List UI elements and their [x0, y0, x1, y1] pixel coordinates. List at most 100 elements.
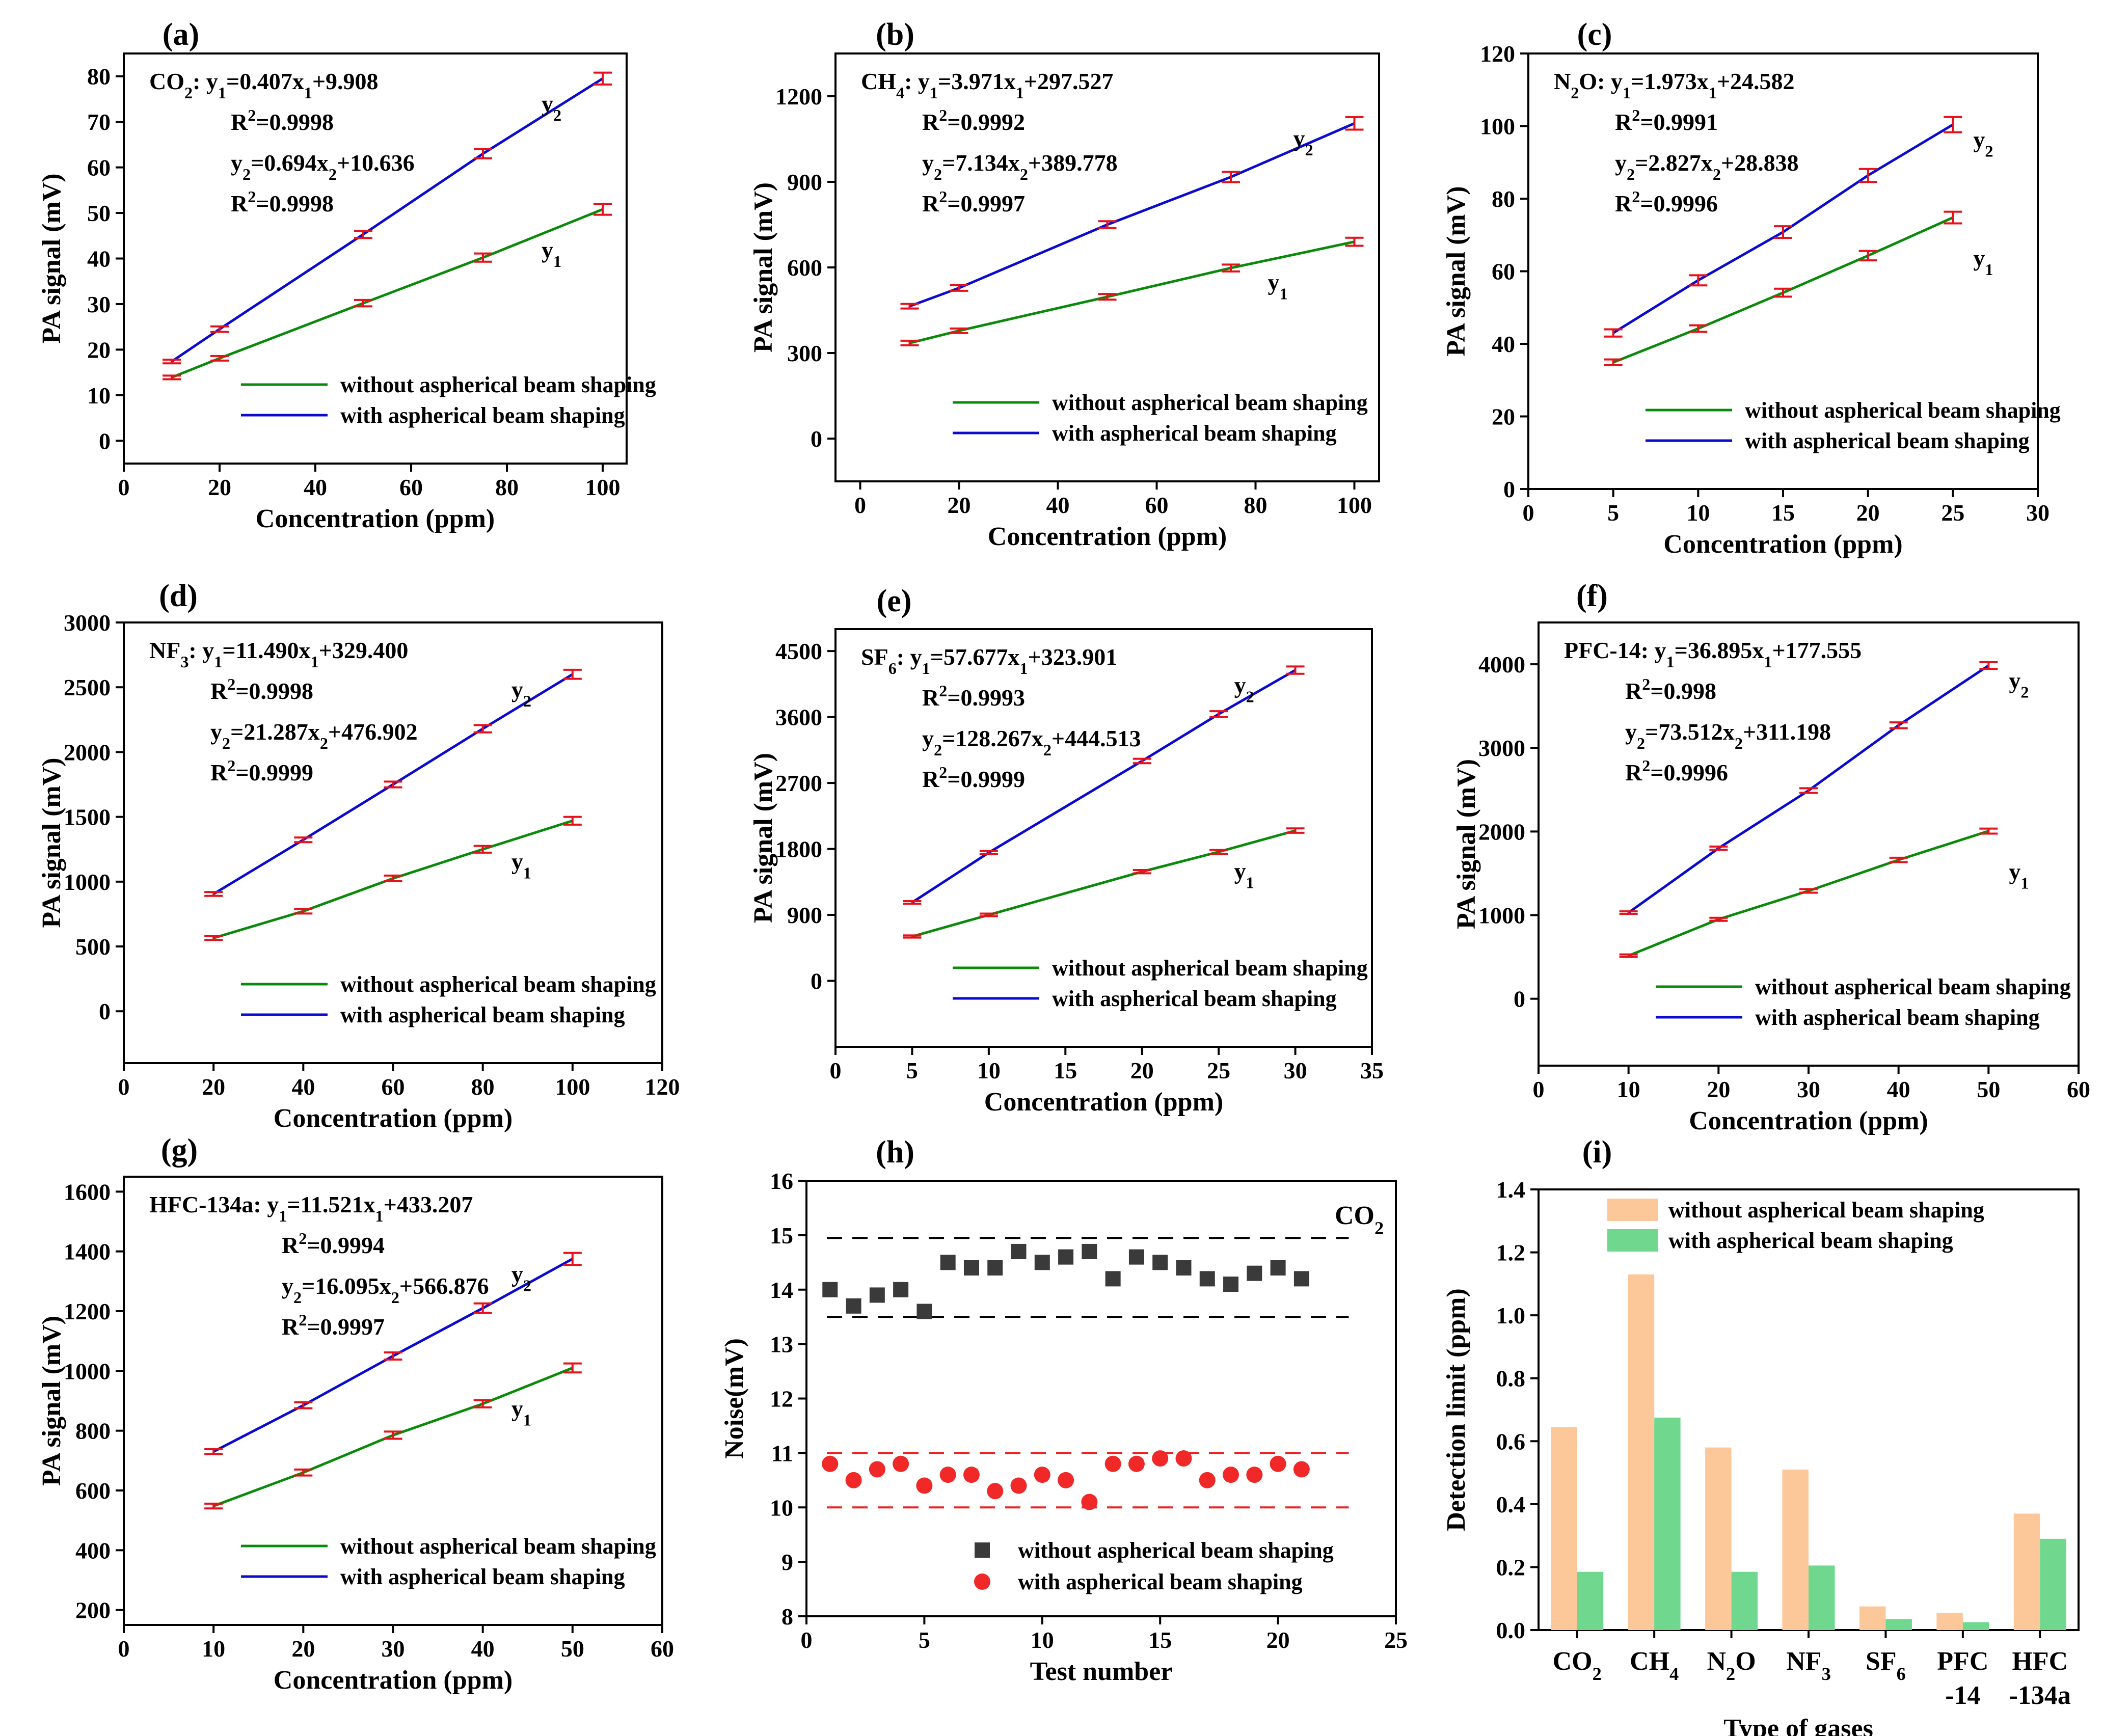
plot-frame-d: [123, 621, 663, 1064]
eq-sub: 1: [930, 84, 938, 102]
eq-sub: 1: [218, 84, 226, 102]
eq-sub: 2: [934, 165, 942, 183]
error-bar: [354, 229, 372, 239]
equation-line: R2=0.9999: [210, 756, 313, 785]
r-squared-value: =0.9991: [1640, 109, 1718, 135]
x-tick-label: 20: [208, 474, 231, 500]
r-squared-value: =0.9999: [947, 766, 1025, 792]
eq-text: =1.973x: [1631, 68, 1709, 94]
legend-label-with: with aspherical beam shaping: [1745, 428, 2030, 453]
series-tag-sub: 2: [1305, 141, 1313, 159]
error-bar: [204, 891, 223, 897]
error-bar: [563, 1362, 582, 1374]
y-tick-label: 4000: [1478, 652, 1525, 677]
error-bar: [1345, 116, 1364, 131]
x-tick-label: 60: [651, 1636, 674, 1662]
legend-label-with: with aspherical beam shaping: [1018, 1569, 1303, 1594]
category-main: HFC: [2012, 1647, 2068, 1676]
y-tick-label: 15: [770, 1223, 793, 1249]
legend-label-without: without aspherical beam shaping: [1052, 390, 1368, 415]
y-tick-label: 2700: [775, 770, 822, 796]
error-bar: [1619, 910, 1638, 915]
error-bar: [294, 1468, 313, 1477]
x-tick-label: 20: [1707, 1076, 1730, 1102]
bar-with: [1885, 1619, 1912, 1630]
y-tick-label: 16: [770, 1168, 793, 1194]
r-squared-base: R: [922, 191, 939, 216]
error-bar: [163, 374, 181, 381]
series-tag-y1: y1: [1973, 245, 1993, 279]
y-axis-label: PA signal (mV): [1442, 186, 1471, 356]
series-tag-y1: y1: [1234, 858, 1254, 892]
error-bar: [210, 325, 229, 333]
category-sub: 2: [1593, 1664, 1602, 1684]
eq-text: =57.677x: [930, 644, 1020, 670]
x-tick-label: 20: [1266, 1627, 1290, 1653]
scatter-point-without: [940, 1255, 956, 1270]
eq-text: : y: [904, 68, 930, 94]
eq-text: y: [231, 150, 242, 176]
plot-frame-c: [1527, 52, 2039, 490]
r-squared-base: R: [1625, 678, 1642, 704]
legend-label-without: without aspherical beam shaping: [340, 1534, 656, 1559]
series-tag-y1: y1: [511, 848, 531, 882]
x-tick-label: 40: [291, 1074, 315, 1100]
equation-line: R2=0.9993: [922, 682, 1025, 711]
error-bar: [474, 148, 492, 159]
scatter-point-without: [1176, 1260, 1192, 1276]
equation-line: y2=21.287x2+476.902: [210, 719, 418, 752]
panel-label-d: (d): [159, 579, 198, 613]
series-tag-sub: 2: [1985, 142, 1993, 160]
y-tick-label: 2000: [1478, 819, 1525, 845]
eq-text: : y: [193, 68, 218, 94]
y-tick-label: 0.6: [1496, 1428, 1526, 1454]
panel-h: (h) 0 5 10 15 20 25 8 9 10 11 12 13 14 15 16 Test number…: [720, 1135, 1408, 1686]
x-tick-label: 5: [906, 1057, 918, 1083]
y-tick-label: 50: [87, 200, 111, 226]
error-bar: [294, 836, 313, 844]
eq-text: O: y: [1579, 68, 1623, 94]
series-tag-main: y: [1973, 245, 1985, 271]
eq-sub: 2: [1020, 165, 1028, 183]
panel-c: (c) 0 5 10 15 20 25 30 0 20 40 60 80 100 120 Concentrat…: [1442, 17, 2061, 559]
y-tick-label: 800: [75, 1418, 111, 1444]
series-tag-y2: y2: [511, 1261, 531, 1294]
series-tag-sub: 2: [553, 106, 561, 124]
eq-sub: 2: [1713, 165, 1721, 183]
category-sub: 2: [1726, 1664, 1735, 1684]
error-bar: [1709, 916, 1728, 922]
equation-line: CO2: y1=0.407x1+9.908: [149, 68, 379, 102]
legend-label-without: without aspherical beam shaping: [340, 972, 656, 997]
y-tick-label: 11: [771, 1440, 793, 1466]
series-tag-y2: y2: [1234, 672, 1254, 706]
x-tick-label: 0: [1533, 1076, 1545, 1102]
error-bar: [563, 668, 582, 680]
y-axis-label: PA signal (mV): [37, 757, 66, 928]
error-bar: [1944, 210, 1962, 225]
equation-line: R2=0.998: [1625, 675, 1716, 704]
legend-label-with: with aspherical beam shaping: [1052, 421, 1337, 446]
y-tick-label: 500: [75, 934, 111, 960]
error-bar: [473, 845, 492, 854]
error-bar: [900, 339, 919, 346]
error-bar: [979, 850, 998, 855]
category-main: CH: [1630, 1647, 1669, 1676]
eq-sub: 1: [1019, 659, 1028, 677]
scatter-point-with: [1270, 1455, 1286, 1472]
error-bar: [384, 874, 402, 883]
scatter-point-with: [1010, 1477, 1027, 1494]
series-tag-main: y: [542, 237, 553, 263]
x-axis-label: Concentration (ppm): [1663, 530, 1902, 559]
y-tick-label: 1800: [775, 836, 822, 862]
scatter-point-with: [1175, 1450, 1192, 1467]
series-tag-y1: y1: [542, 237, 561, 270]
r-squared-value: =0.9997: [947, 191, 1025, 216]
gas-name: SF: [861, 644, 888, 670]
series-tag-sub: 1: [1985, 260, 1993, 279]
equation-line: R2=0.9999: [922, 763, 1025, 792]
x-tick-label: 20: [948, 492, 971, 518]
x-tick-label: 10: [1617, 1076, 1640, 1102]
r-squared-base: R: [282, 1232, 299, 1258]
gas-name: CH: [861, 68, 896, 94]
series-tag-sub: 1: [1280, 285, 1288, 303]
